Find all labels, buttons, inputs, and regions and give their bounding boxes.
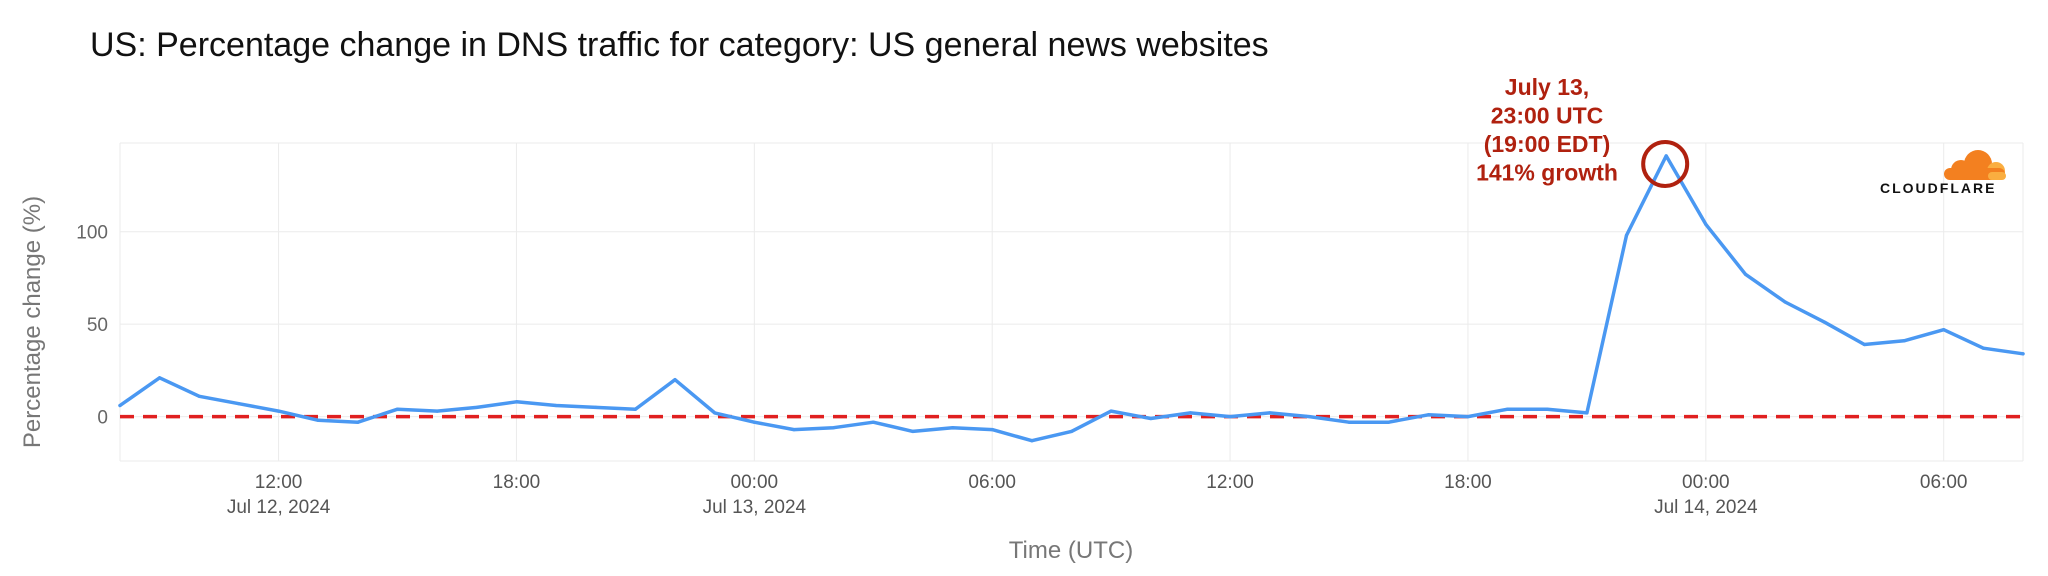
data-point bbox=[990, 428, 994, 432]
y-tick-label: 0 bbox=[97, 408, 108, 429]
data-point bbox=[713, 411, 717, 415]
data-point bbox=[792, 428, 796, 432]
data-point bbox=[118, 403, 122, 408]
series-layer bbox=[118, 154, 2025, 443]
data-point bbox=[1149, 416, 1153, 421]
data-point bbox=[356, 420, 360, 424]
x-tick-date-label: Jul 14, 2024 bbox=[1654, 497, 1758, 518]
data-point bbox=[1387, 420, 1391, 424]
data-point bbox=[1466, 415, 1470, 419]
x-tick-label: 12:00 bbox=[1206, 472, 1254, 493]
x-tick-label: 00:00 bbox=[731, 472, 779, 493]
data-point bbox=[1624, 233, 1629, 237]
annotation-text-line: 23:00 UTC bbox=[1491, 103, 1603, 129]
annotation-text-line: 141% growth bbox=[1476, 160, 1618, 186]
data-point bbox=[752, 420, 756, 424]
data-point bbox=[435, 409, 439, 413]
data-point bbox=[1069, 429, 1074, 433]
data-point bbox=[951, 426, 955, 430]
data-point bbox=[1228, 415, 1232, 419]
data-point bbox=[832, 426, 836, 430]
data-point bbox=[1268, 411, 1272, 415]
chart-title: US: Percentage change in DNS traffic for… bbox=[90, 26, 1269, 64]
data-point bbox=[277, 409, 281, 413]
x-tick-label: 12:00 bbox=[255, 472, 303, 493]
data-point bbox=[2021, 352, 2025, 356]
y-tick-label: 100 bbox=[76, 223, 108, 244]
annotation-text-line: (19:00 EDT) bbox=[1484, 131, 1611, 157]
data-point bbox=[1585, 411, 1589, 415]
cloudflare-logo: CLOUDFLARE bbox=[1880, 150, 2006, 196]
peak-annotation: July 13, 23:00 UTC(19:00 EDT) 141% growth bbox=[1476, 74, 1690, 188]
peak-marker-circle bbox=[1641, 139, 1690, 188]
data-point bbox=[237, 402, 241, 406]
annotation-text-line: July 13, bbox=[1505, 74, 1589, 100]
y-tick-label: 50 bbox=[87, 315, 108, 336]
data-point bbox=[1506, 407, 1510, 411]
data-point bbox=[871, 420, 875, 424]
data-point bbox=[158, 376, 162, 380]
data-point bbox=[475, 405, 479, 409]
data-point bbox=[1862, 342, 1866, 347]
y-axis-label: Percentage change (%) bbox=[19, 196, 46, 448]
x-axis-ticks: 12:00 Jul 12, 2024 18:00 00:00 Jul 13, 2024 0… bbox=[227, 472, 1968, 518]
data-point bbox=[1902, 339, 1906, 343]
data-point bbox=[395, 407, 400, 411]
data-point bbox=[1307, 415, 1311, 419]
data-point bbox=[1783, 300, 1787, 304]
x-tick-label: 06:00 bbox=[968, 472, 1016, 493]
data-point bbox=[1743, 272, 1748, 276]
data-point bbox=[514, 400, 519, 404]
x-tick-date-label: Jul 13, 2024 bbox=[703, 497, 807, 518]
data-point bbox=[197, 394, 201, 398]
data-point bbox=[1823, 320, 1827, 324]
data-point bbox=[594, 405, 598, 409]
data-point bbox=[1188, 411, 1192, 415]
data-point bbox=[1942, 328, 1946, 332]
data-point bbox=[1347, 420, 1351, 424]
data-point bbox=[1981, 346, 1985, 350]
x-tick-label: 00:00 bbox=[1682, 472, 1730, 493]
data-point bbox=[1704, 222, 1708, 226]
data-point bbox=[1545, 407, 1549, 411]
x-tick-label: 18:00 bbox=[493, 472, 541, 493]
x-tick-date-label: Jul 12, 2024 bbox=[227, 497, 331, 518]
cloudflare-wordmark: CLOUDFLARE bbox=[1880, 180, 1996, 196]
plot-area bbox=[120, 143, 2023, 461]
x-axis-label: Time (UTC) bbox=[1009, 537, 1133, 564]
data-point bbox=[673, 378, 677, 382]
data-point bbox=[633, 407, 638, 411]
data-point bbox=[554, 403, 558, 408]
data-point bbox=[911, 429, 915, 433]
data-point bbox=[1426, 413, 1430, 417]
x-tick-label: 18:00 bbox=[1444, 472, 1492, 493]
y-axis-ticks: 0 50 100 bbox=[76, 223, 108, 429]
x-tick-label: 06:00 bbox=[1920, 472, 1968, 493]
grid-lines bbox=[119, 142, 2024, 462]
data-point bbox=[316, 418, 320, 422]
data-point bbox=[1030, 439, 1034, 443]
data-point bbox=[1664, 154, 1668, 158]
cloud-icon bbox=[1944, 150, 2006, 180]
data-point bbox=[1109, 409, 1113, 413]
